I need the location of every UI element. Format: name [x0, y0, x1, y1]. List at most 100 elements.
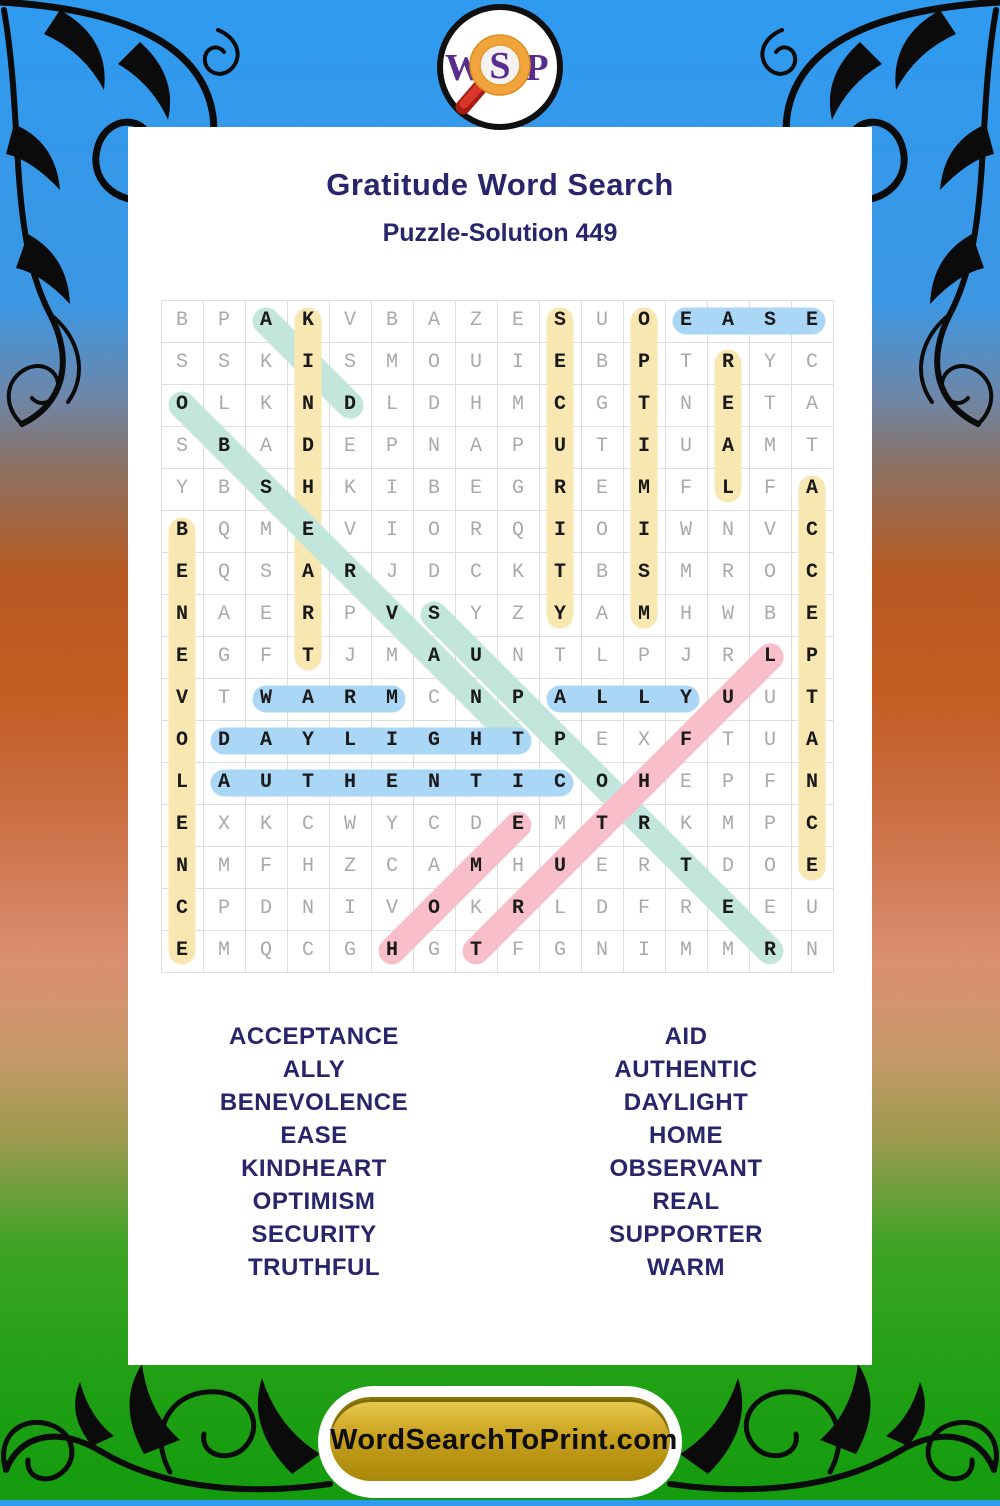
grid-cell: A	[721, 309, 734, 332]
grid-cell: M	[679, 939, 692, 962]
grid-cell: K	[511, 561, 524, 584]
grid-cell: X	[217, 813, 230, 836]
grid-cell: H	[511, 855, 524, 878]
grid-cell: E	[763, 897, 776, 920]
grid-cell: G	[343, 939, 356, 962]
grid-cell: A	[217, 771, 230, 794]
grid-cell: A	[469, 435, 482, 458]
grid-cell: T	[595, 813, 608, 836]
word-item: SUPPORTER	[609, 1221, 763, 1248]
grid-cell: R	[469, 519, 482, 542]
grid-cell: I	[637, 519, 650, 542]
word-item: REAL	[652, 1188, 720, 1215]
grid-cell: U	[469, 645, 482, 668]
grid-cell: P	[343, 603, 356, 626]
grid-cell: F	[679, 729, 692, 752]
word-list: ACCEPTANCE ALLY BENEVOLENCE EASE KINDHEART OP…	[128, 1020, 872, 1284]
grid-cell: D	[301, 435, 314, 458]
word-list-left: ACCEPTANCE ALLY BENEVOLENCE EASE KINDHEART OP…	[128, 1020, 500, 1284]
grid-cell: R	[637, 813, 650, 836]
grid-cell: S	[175, 435, 188, 458]
grid-cell: P	[511, 687, 524, 710]
grid-cell: Y	[679, 687, 692, 710]
grid-cell: T	[721, 729, 734, 752]
grid-cell: I	[385, 477, 398, 500]
grid-cell: L	[763, 645, 776, 668]
grid-cell: H	[637, 771, 650, 794]
grid-cell: T	[301, 771, 314, 794]
grid-cell: H	[301, 855, 314, 878]
grid-cell: R	[511, 897, 524, 920]
page-title: Gratitude Word Search	[326, 167, 674, 202]
solution-highlight-ease	[672, 307, 826, 335]
grid-cell: J	[679, 645, 692, 668]
website-button[interactable]: WordSearchToPrint.com	[330, 1399, 677, 1481]
grid-cell: F	[511, 939, 524, 962]
word-item: WARM	[647, 1254, 725, 1281]
grid-cell: S	[763, 309, 776, 332]
grid-cell: R	[721, 561, 734, 584]
grid-cell: O	[595, 771, 608, 794]
grid-cell: W	[259, 687, 272, 710]
grid-cell: U	[553, 855, 566, 878]
page-subtitle: Puzzle-Solution 449	[382, 219, 618, 247]
grid-cell: F	[637, 897, 650, 920]
grid-cell: M	[385, 645, 398, 668]
grid-cell: R	[721, 351, 734, 374]
grid-cell: H	[469, 729, 482, 752]
grid-cell: B	[595, 351, 608, 374]
grid-cell: U	[721, 687, 734, 710]
grid-cell: Y	[553, 603, 566, 626]
grid-cell: C	[385, 855, 398, 878]
grid-cell: L	[721, 477, 734, 500]
grid-cell: C	[805, 519, 818, 542]
grid-cell: A	[805, 477, 818, 500]
grid-cell: P	[385, 435, 398, 458]
grid-cell: S	[553, 309, 566, 332]
grid-cell: O	[763, 855, 776, 878]
grid-cell: R	[721, 645, 734, 668]
grid-cell: N	[301, 897, 314, 920]
wsp-logo: W P S	[436, 3, 564, 131]
grid-cell: Q	[511, 519, 524, 542]
grid-cell: T	[805, 435, 818, 458]
solution-highlight-authentic	[210, 769, 574, 797]
grid-cell: A	[805, 729, 818, 752]
grid-cell: C	[553, 771, 566, 794]
grid-cell: I	[637, 939, 650, 962]
word-item: AUTHENTIC	[614, 1056, 758, 1083]
grid-cell: N	[805, 771, 818, 794]
grid-cell: C	[805, 561, 818, 584]
grid-cell: A	[553, 687, 566, 710]
grid-cell: N	[805, 939, 818, 962]
grid-cell: C	[805, 813, 818, 836]
grid-cell: I	[301, 351, 314, 374]
grid-cell: Q	[217, 561, 230, 584]
word-item: DAYLIGHT	[623, 1089, 749, 1116]
grid-cell: M	[259, 519, 272, 542]
grid-cell: G	[511, 477, 524, 500]
grid-cell: E	[595, 477, 608, 500]
grid-cell: A	[427, 309, 440, 332]
grid-cell: M	[679, 561, 692, 584]
footer-pill: WordSearchToPrint.com	[318, 1386, 682, 1498]
grid-cell: A	[259, 729, 272, 752]
grid-cell: F	[259, 645, 272, 668]
grid-cell: A	[427, 645, 440, 668]
grid-cell: Q	[259, 939, 272, 962]
grid-cell: O	[427, 519, 440, 542]
grid-cell: G	[553, 939, 566, 962]
grid-cell: M	[721, 939, 734, 962]
grid-cell: O	[595, 519, 608, 542]
grid-cell: K	[679, 813, 692, 836]
grid-cell: N	[427, 435, 440, 458]
word-item: HOME	[649, 1122, 723, 1149]
grid-cell: N	[511, 645, 524, 668]
grid-cell: J	[343, 645, 356, 668]
grid-cell: G	[217, 645, 230, 668]
grid-cell: E	[259, 603, 272, 626]
solution-highlight-daylight	[210, 727, 532, 755]
grid-cell: B	[385, 309, 398, 332]
